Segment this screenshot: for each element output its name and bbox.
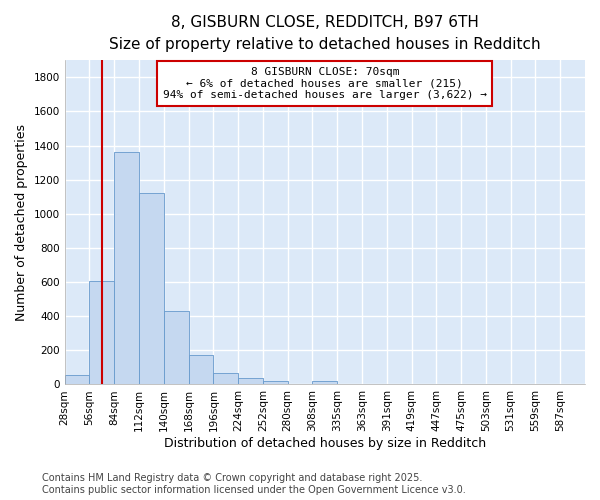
Bar bbox=[164, 311, 188, 384]
Bar bbox=[188, 356, 214, 384]
Bar bbox=[214, 374, 238, 384]
Bar bbox=[238, 378, 263, 384]
Y-axis label: Number of detached properties: Number of detached properties bbox=[15, 124, 28, 321]
Bar bbox=[263, 382, 287, 384]
Bar bbox=[65, 375, 89, 384]
Text: 8 GISBURN CLOSE: 70sqm
← 6% of detached houses are smaller (215)
94% of semi-det: 8 GISBURN CLOSE: 70sqm ← 6% of detached … bbox=[163, 67, 487, 100]
Bar bbox=[114, 152, 139, 384]
Text: Contains HM Land Registry data © Crown copyright and database right 2025.
Contai: Contains HM Land Registry data © Crown c… bbox=[42, 474, 466, 495]
Bar bbox=[89, 281, 114, 384]
Title: 8, GISBURN CLOSE, REDDITCH, B97 6TH
Size of property relative to detached houses: 8, GISBURN CLOSE, REDDITCH, B97 6TH Size… bbox=[109, 15, 541, 52]
X-axis label: Distribution of detached houses by size in Redditch: Distribution of detached houses by size … bbox=[164, 437, 486, 450]
Bar bbox=[139, 192, 164, 384]
Bar bbox=[313, 382, 337, 384]
